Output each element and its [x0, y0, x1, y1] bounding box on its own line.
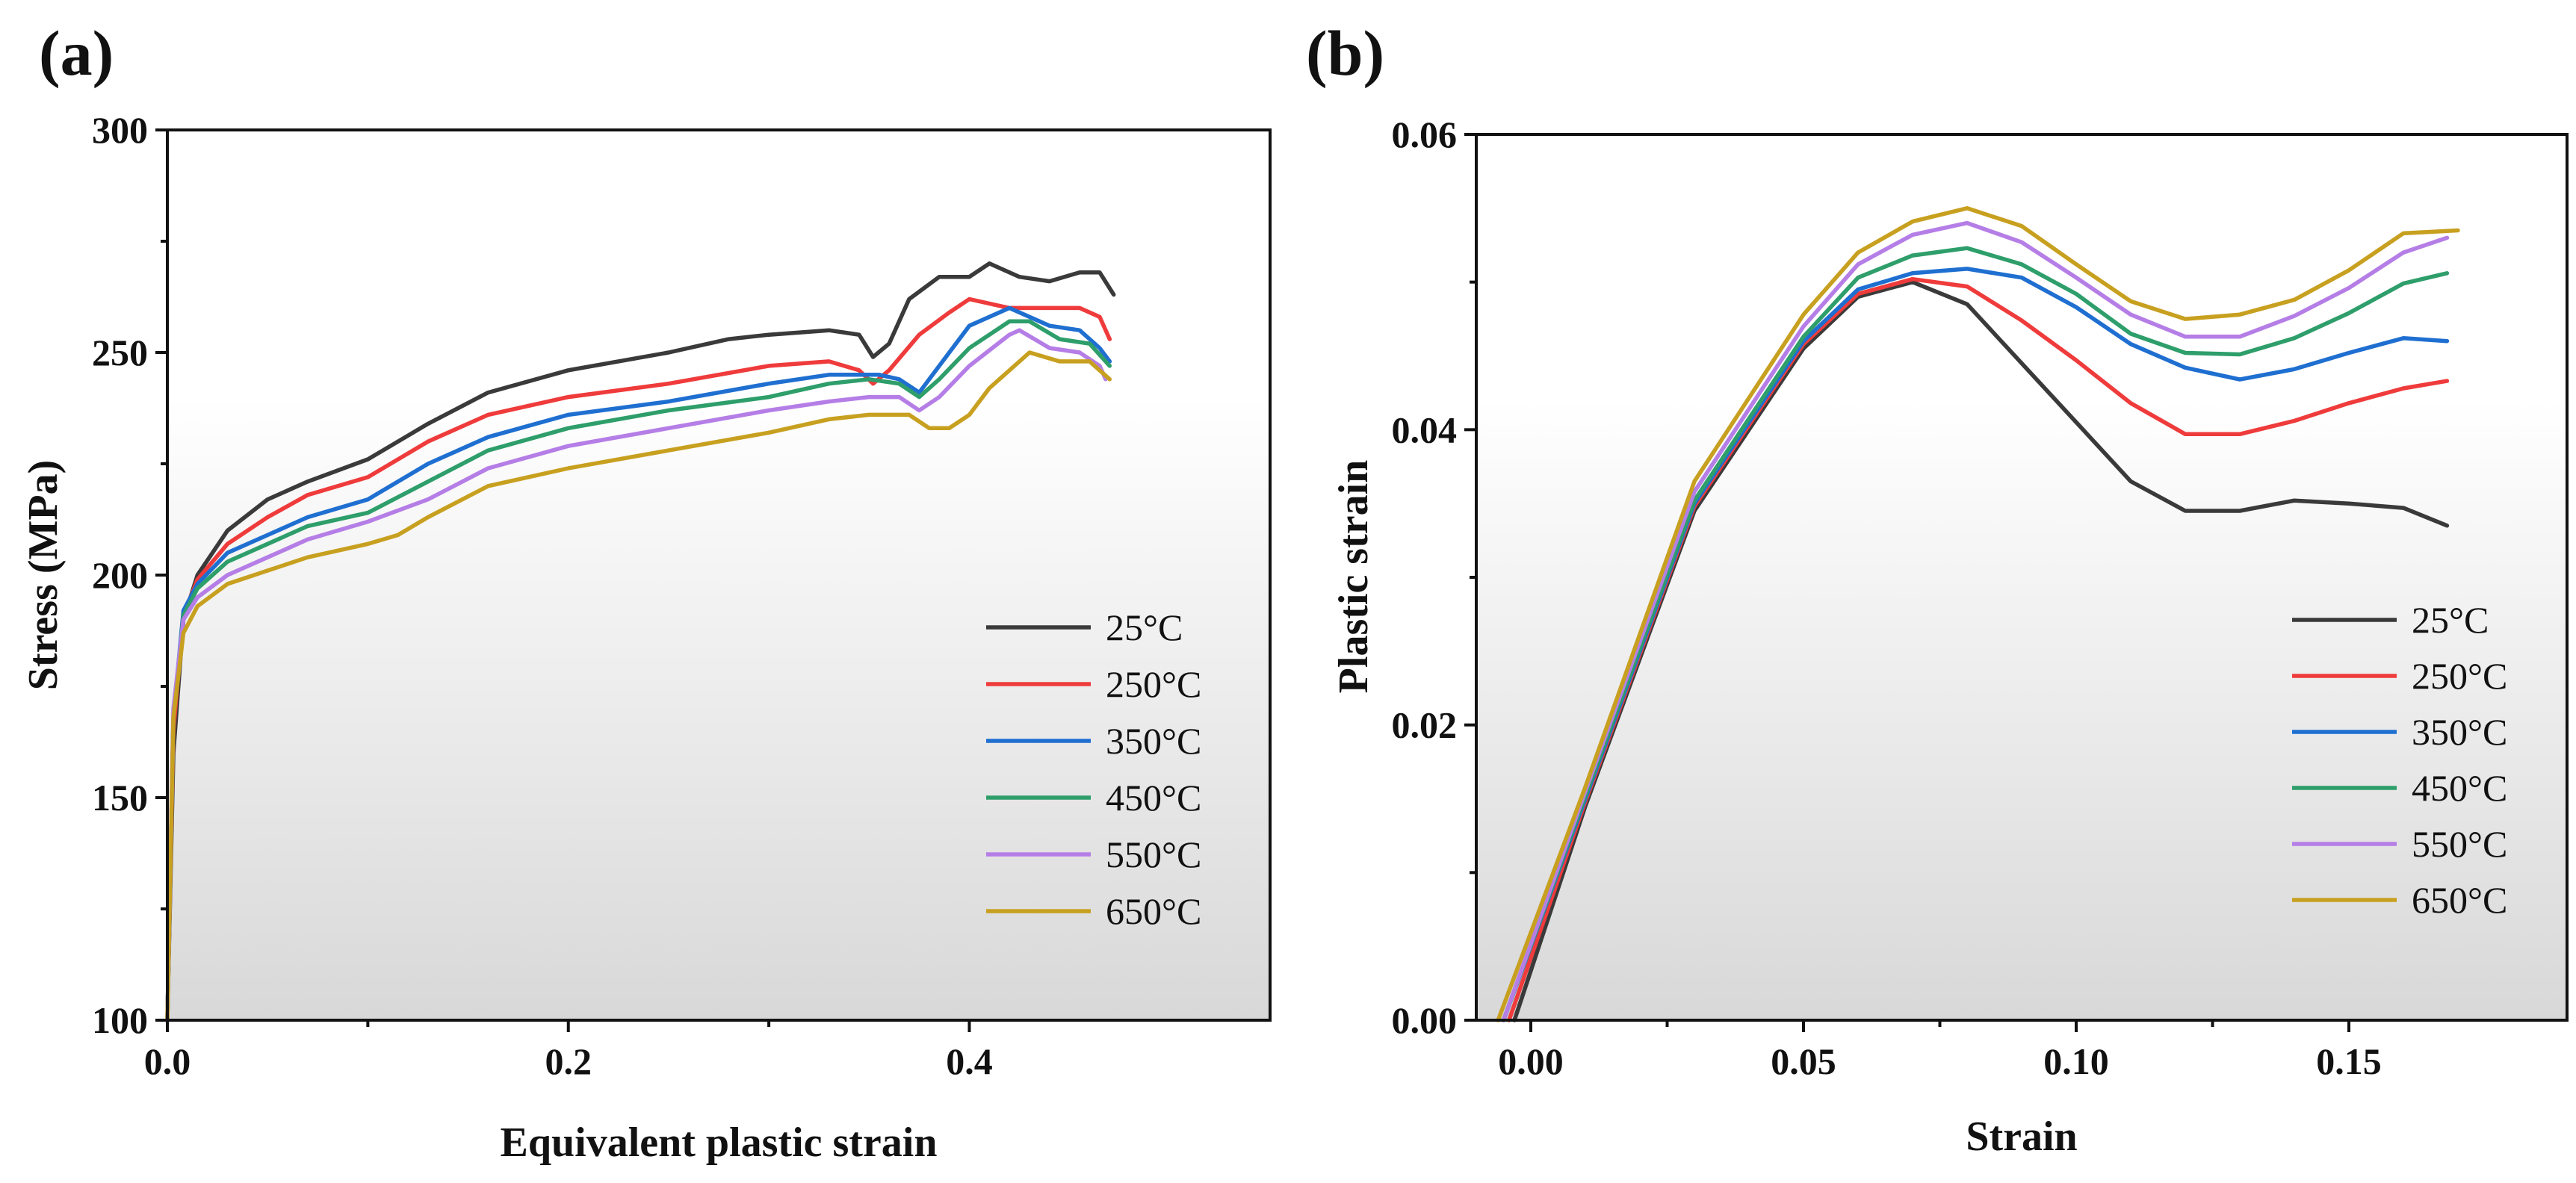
legend-label-a-4: 550°C: [1106, 833, 1201, 875]
legend-b: 25°C 250°C 350°C 450°C 550°C 650°C: [2292, 599, 2507, 921]
y-tick-label-a-1: 150: [92, 777, 148, 819]
x-tick-label-b-1: 0.05: [1771, 1040, 1836, 1082]
axis-frame-a: [166, 128, 1272, 1022]
y-tick-label-b-1: 0.02: [1392, 704, 1458, 746]
legend-label-a-5: 650°C: [1106, 890, 1201, 932]
panel-label-a: (a): [39, 17, 114, 89]
panel-label-b: (b): [1306, 17, 1384, 89]
plot-area-a: [167, 130, 1270, 1020]
y-tick-label-a-0: 100: [92, 999, 148, 1041]
legend-label-b-0: 25°C: [2412, 599, 2489, 641]
series-line-b-3: [1501, 246, 2450, 1022]
legend-label-a-1: 250°C: [1106, 663, 1201, 705]
series-line-a-4: [165, 328, 1108, 1022]
series-line-a-3: [165, 319, 1112, 1022]
series-line-b-0: [1512, 279, 2450, 1022]
legend-label-b-5: 650°C: [2412, 879, 2507, 921]
legend-label-b-3: 450°C: [2412, 767, 2507, 809]
y-axis-title-b: Plastic strain: [1331, 460, 1377, 694]
y-tick-label-b-3: 0.06: [1392, 114, 1458, 155]
legend-a: 25°C 250°C 350°C 450°C 550°C 650°C: [986, 606, 1201, 932]
series-group-b: [1496, 206, 2460, 1022]
series-line-b-4: [1501, 220, 2450, 1022]
y-tick-label-b-0: 0.00: [1392, 999, 1458, 1041]
x-tick-label-b-0: 0.00: [1498, 1040, 1564, 1082]
x-tick-label-a-1: 0.2: [545, 1040, 592, 1082]
legend-label-b-2: 350°C: [2412, 711, 2507, 753]
plot-area-b: [1476, 134, 2567, 1020]
y-tick-label-b-2: 0.04: [1392, 409, 1458, 450]
ticks-group-a: 0.0 0.2 0.4 100 150 200 250 300: [92, 109, 993, 1082]
y-axis-title-a: Stress (MPa): [20, 460, 66, 690]
y-tick-label-a-2: 200: [92, 554, 148, 596]
legend-label-b-1: 250°C: [2412, 655, 2507, 697]
x-tick-label-b-3: 0.15: [2316, 1040, 2382, 1082]
ticks-group-b: 0.00 0.05 0.10 0.15 0.00 0.02 0.04 0.06: [1392, 114, 2382, 1082]
y-tick-label-a-4: 300: [92, 109, 148, 151]
series-line-b-5: [1496, 206, 2460, 1022]
series-line-a-5: [165, 350, 1112, 1022]
series-line-a-0: [165, 261, 1116, 1022]
chart-panel-a: (a) 0.0 0.2 0.4 100 150 200 250 300 Equivalent …: [20, 17, 1272, 1166]
x-tick-label-a-2: 0.4: [946, 1040, 993, 1082]
legend-label-b-4: 550°C: [2412, 823, 2507, 865]
legend-label-a-3: 450°C: [1106, 777, 1201, 819]
legend-label-a-0: 25°C: [1106, 606, 1183, 648]
x-axis-title-b: Strain: [1966, 1114, 2077, 1160]
series-line-a-2: [165, 305, 1112, 1022]
series-group-a: [165, 261, 1116, 1022]
y-tick-label-a-3: 250: [92, 332, 148, 373]
x-axis-title-a: Equivalent plastic strain: [501, 1120, 938, 1166]
legend-label-a-2: 350°C: [1106, 720, 1201, 762]
axis-frame-b: [1475, 133, 2569, 1022]
x-tick-label-b-2: 0.10: [2043, 1040, 2109, 1082]
chart-panel-b: (b) 0.00 0.05 0.10 0.15 0.00 0.02 0.04 0.06 Str…: [1306, 17, 2569, 1160]
x-tick-label-a-0: 0.0: [144, 1040, 191, 1082]
